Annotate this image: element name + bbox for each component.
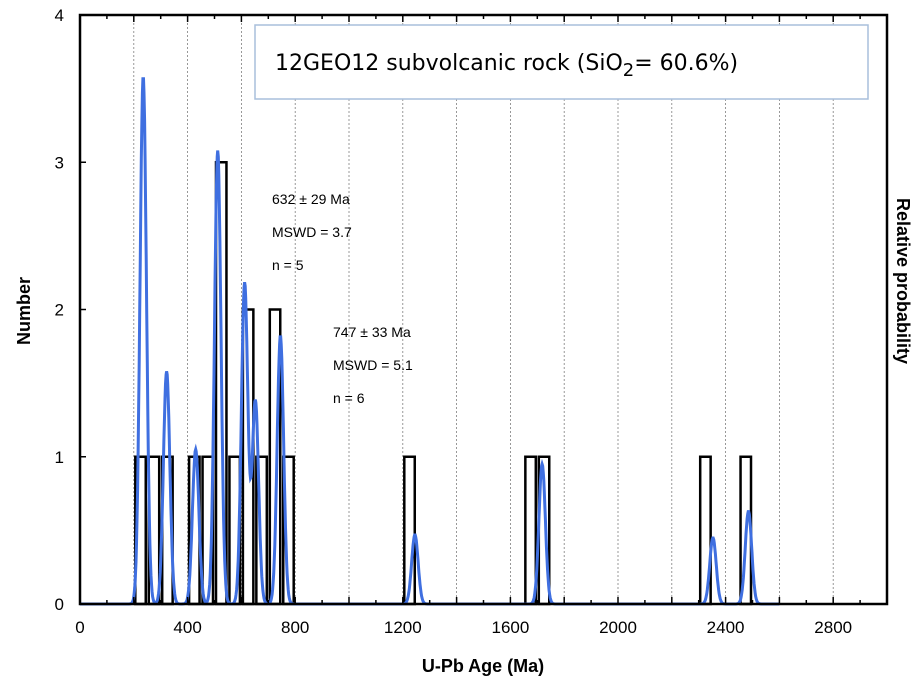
chart-title: 12GEO12 subvolcanic rock (SiO2= 60.6%)	[275, 51, 738, 81]
secondary-y-axis-title: Relative probability	[893, 198, 913, 364]
annotation-632-mswd: MSWD = 3.7	[272, 224, 352, 240]
y-axis-ticks: 0 1 2 3 4	[55, 6, 86, 614]
annotation-632-n: n = 5	[272, 257, 304, 273]
x-tick-label: 0	[75, 618, 84, 637]
y-tick-label: 4	[55, 6, 64, 25]
title-prefix: 12GEO12 subvolcanic rock (SiO	[275, 51, 623, 76]
annotation-747-age: 747 ± 33 Ma	[333, 324, 411, 340]
y-tick-label: 0	[55, 595, 64, 614]
x-tick-label: 2400	[707, 618, 745, 637]
y-tick-label: 2	[55, 301, 64, 320]
title-subscript: 2	[623, 60, 634, 81]
annotation-632-age: 632 ± 29 Ma	[272, 191, 350, 207]
annotation-632: 632 ± 29 Ma MSWD = 3.7 n = 5	[272, 191, 352, 273]
y-tick-label: 3	[55, 153, 64, 172]
x-tick-label: 1600	[491, 618, 529, 637]
y-axis-title: Number	[14, 277, 34, 345]
title-box	[254, 24, 869, 100]
y-tick-label: 1	[55, 448, 64, 467]
probability-curve	[80, 77, 780, 606]
histogram-bars	[134, 161, 753, 606]
annotation-747: 747 ± 33 Ma MSWD = 5.1 n = 6	[333, 324, 413, 406]
title-suffix: = 60.6%)	[634, 51, 738, 76]
annotation-747-n: n = 6	[333, 390, 365, 406]
x-tick-label: 2800	[814, 618, 852, 637]
annotation-747-mswd: MSWD = 5.1	[333, 357, 413, 373]
x-axis-ticks: 0 400 800 1200 1600 2000 2400 2800	[75, 15, 888, 637]
x-tick-label: 400	[173, 618, 201, 637]
histogram-bar	[524, 455, 538, 606]
x-tick-label: 2000	[599, 618, 637, 637]
x-axis-title: U-Pb Age (Ma)	[422, 656, 544, 676]
plot-frame	[78, 13, 889, 606]
x-tick-label: 1200	[384, 618, 422, 637]
x-tick-label: 800	[281, 618, 309, 637]
